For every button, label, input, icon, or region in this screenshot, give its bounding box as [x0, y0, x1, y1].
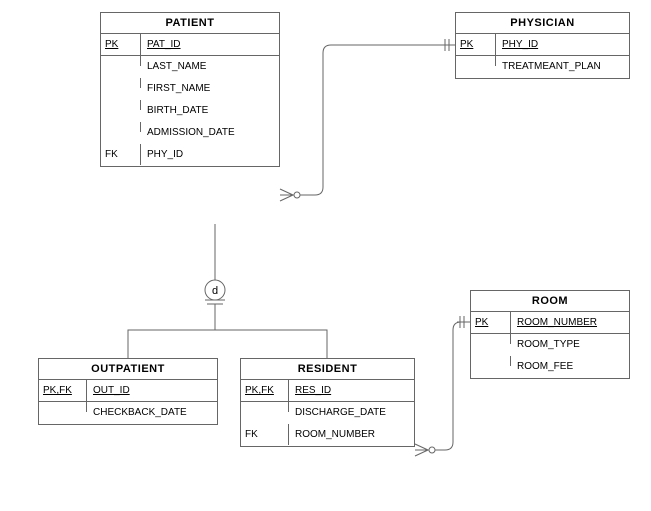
resident-row-attr: DISCHARGE_DATE: [289, 402, 414, 423]
entity-patient: PATIENT PK PAT_ID LAST_NAME FIRST_NAME B…: [100, 12, 280, 167]
edge-patient-physician: [293, 45, 442, 195]
entity-room-title: ROOM: [471, 291, 629, 312]
patient-row-attr: FIRST_NAME: [141, 78, 279, 99]
physician-pk-label: PK: [456, 34, 496, 56]
optional-circle-icon: [294, 192, 300, 198]
patient-pk-attr: PAT_ID: [141, 34, 279, 56]
entity-physician: PHYSICIAN PK PHY_ID TREATMEANT_PLAN: [455, 12, 630, 79]
edge-discriminator-outpatient: [128, 304, 215, 358]
room-row-key: [471, 356, 511, 366]
entity-resident-title: RESIDENT: [241, 359, 414, 380]
patient-row-key: [101, 100, 141, 110]
crowfoot-icon: [280, 189, 293, 201]
room-pk-label: PK: [471, 312, 511, 334]
physician-row-key: [456, 56, 496, 66]
entity-room: ROOM PK ROOM_NUMBER ROOM_TYPE ROOM_FEE: [470, 290, 630, 379]
entity-outpatient: OUTPATIENT PK,FK OUT_ID CHECKBACK_DATE: [38, 358, 218, 425]
entity-resident: RESIDENT PK,FK RES_ID DISCHARGE_DATE FKR…: [240, 358, 415, 447]
physician-pk-attr: PHY_ID: [496, 34, 629, 56]
room-row-attr: ROOM_FEE: [511, 356, 629, 377]
entity-outpatient-title: OUTPATIENT: [39, 359, 217, 380]
patient-row-attr: PHY_ID: [141, 144, 279, 165]
resident-row-key: FK: [241, 424, 289, 445]
patient-row-key: [101, 78, 141, 88]
discriminator-label: d: [212, 285, 218, 297]
discriminator-circle-icon: [205, 280, 225, 300]
edge-resident-room: [428, 322, 461, 450]
patient-row-attr: BIRTH_DATE: [141, 100, 279, 121]
outpatient-pk-attr: OUT_ID: [87, 380, 217, 402]
resident-row-attr: ROOM_NUMBER: [289, 424, 414, 445]
outpatient-row-key: [39, 402, 87, 412]
edge-discriminator-resident: [215, 304, 327, 358]
resident-row-key: [241, 402, 289, 412]
outpatient-pk-label: PK,FK: [39, 380, 87, 402]
crowfoot-icon: [415, 444, 428, 456]
resident-pk-label: PK,FK: [241, 380, 289, 402]
entity-patient-title: PATIENT: [101, 13, 279, 34]
outpatient-row-attr: CHECKBACK_DATE: [87, 402, 217, 423]
physician-row-attr: TREATMEANT_PLAN: [496, 56, 629, 77]
optional-circle-icon: [429, 447, 435, 453]
resident-pk-attr: RES_ID: [289, 380, 414, 402]
room-pk-attr: ROOM_NUMBER: [511, 312, 629, 334]
patient-pk-label: PK: [101, 34, 141, 56]
room-row-key: [471, 334, 511, 344]
patient-row-key: FK: [101, 144, 141, 165]
patient-row-key: [101, 56, 141, 66]
room-row-attr: ROOM_TYPE: [511, 334, 629, 355]
patient-row-attr: LAST_NAME: [141, 56, 279, 77]
patient-row-attr: ADMISSION_DATE: [141, 122, 279, 143]
patient-row-key: [101, 122, 141, 132]
entity-physician-title: PHYSICIAN: [456, 13, 629, 34]
